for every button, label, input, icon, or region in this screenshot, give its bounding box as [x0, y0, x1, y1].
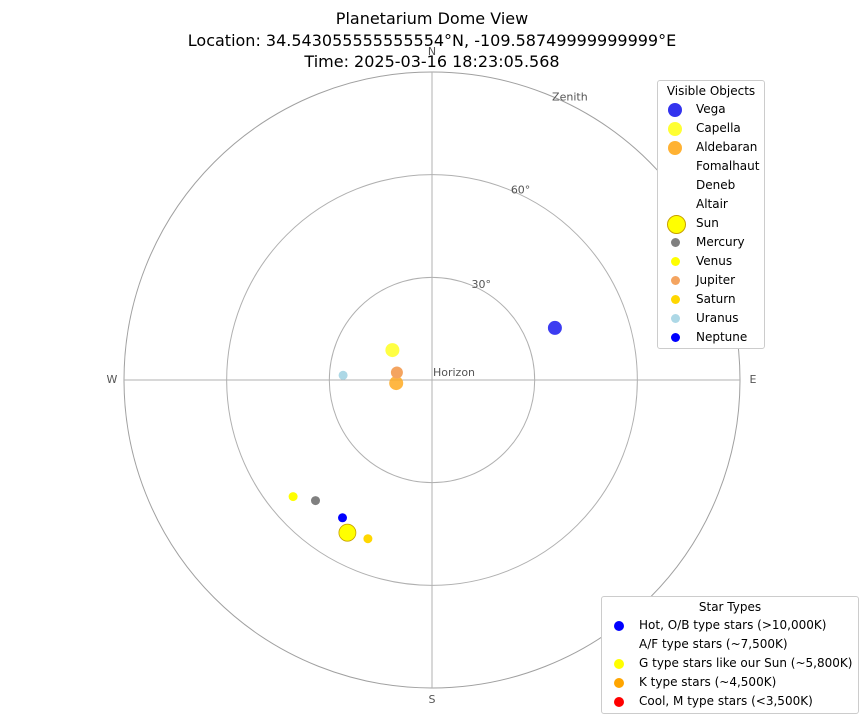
marker-sun [338, 523, 357, 542]
legend-visible-item: Deneb [658, 176, 764, 195]
legend-visible-marker [670, 257, 680, 266]
legend-visible-item: Vega [658, 100, 764, 119]
marker-venus [288, 492, 298, 502]
legend-type-item: A/F type stars (~7,500K) [602, 635, 858, 654]
marker-mercury [311, 496, 320, 506]
legend-visible-item: Saturn [658, 290, 764, 309]
legend-visible-label: Mercury [696, 235, 745, 249]
marker-aldebaran [389, 376, 404, 391]
chart-title-line-3: Time: 2025-03-16 18:23:05.568 [304, 52, 560, 71]
legend-visible-item: Aldebaran [658, 138, 764, 157]
legend-type-label: G type stars like our Sun (~5,800K) [639, 656, 853, 670]
marker-uranus [338, 370, 348, 380]
legend-type-marker [614, 620, 624, 631]
direction-east: E [750, 373, 757, 386]
legend-visible-label: Fomalhaut [696, 159, 760, 173]
legend-visible-item: Fomalhaut [658, 157, 764, 176]
marker-jupiter [390, 366, 403, 379]
chart-title-line-1: Planetarium Dome View [335, 9, 529, 28]
legend-type-item: Hot, O/B type stars (>10,000K) [602, 616, 858, 635]
legend-visible-label: Altair [696, 197, 728, 211]
legend-visible-label: Venus [696, 254, 733, 268]
legend-visible-label: Uranus [696, 311, 739, 325]
object-markers [288, 320, 562, 544]
ring-label-30: 30° [472, 278, 492, 291]
legend-visible-marker [666, 215, 686, 234]
legend-type-marker [614, 696, 624, 707]
legend-visible-marker [668, 198, 682, 212]
ring-label-60: 60° [511, 183, 531, 196]
legend-types-title: Star Types [698, 600, 762, 614]
legend-type-label: K type stars (~4,500K) [639, 675, 777, 689]
legend-visible-marker [668, 121, 682, 136]
legend-visible-marker [670, 295, 680, 304]
legend-visible-item: Jupiter [658, 271, 764, 290]
marker-vega [547, 320, 562, 335]
legend-visible-marker [668, 140, 682, 155]
legend-visible-item: Neptune [658, 328, 764, 347]
legend-visible-item: Capella [658, 119, 764, 138]
legend-visible-marker [670, 333, 680, 342]
legend-visible-item: Sun [658, 214, 764, 234]
legend-type-item: G type stars like our Sun (~5,800K) [602, 654, 858, 673]
marker-neptune [338, 513, 347, 523]
legend-type-item: K type stars (~4,500K) [602, 673, 858, 692]
legend-visible-objects: Visible Objects Vega Capella Aldebaran Foma… [657, 80, 765, 349]
legend-type-marker [614, 677, 624, 688]
legend-type-label: A/F type stars (~7,500K) [639, 637, 788, 651]
legend-visible-marker [668, 160, 682, 174]
legend-visible-marker [668, 179, 682, 193]
legend-visible-marker [668, 102, 682, 117]
legend-type-marker [614, 658, 624, 669]
direction-north: N [428, 45, 436, 58]
legend-star-types: Star Types Hot, O/B type stars (>10,000K… [601, 596, 859, 714]
legend-visible-item: Uranus [658, 309, 764, 328]
direction-south: S [429, 693, 436, 706]
marker-saturn [363, 534, 373, 544]
legend-type-label: Hot, O/B type stars (>10,000K) [639, 618, 827, 632]
direction-west: W [107, 373, 118, 386]
legend-visible-marker [670, 276, 680, 285]
legend-visible-marker [670, 238, 680, 247]
horizon-label: Horizon [433, 366, 475, 379]
marker-capella [385, 343, 400, 358]
legend-visible-item: Venus [658, 252, 764, 271]
legend-visible-title: Visible Objects [666, 84, 756, 98]
legend-visible-marker [670, 314, 680, 323]
legend-visible-label: Vega [696, 102, 726, 116]
legend-visible-label: Capella [696, 121, 741, 135]
legend-type-marker [614, 639, 624, 650]
legend-visible-label: Neptune [696, 330, 748, 344]
legend-type-label: Cool, M type stars (<3,500K) [639, 694, 813, 708]
legend-visible-label: Deneb [696, 178, 736, 192]
chart-title-line-2: Location: 34.543055555555554°N, -109.587… [187, 31, 677, 50]
legend-visible-item: Mercury [658, 233, 764, 252]
dome-grid: 30° 60° Zenith Horizon N E S W [107, 45, 757, 706]
legend-visible-label: Sun [696, 216, 719, 230]
legend-visible-label: Jupiter [696, 273, 736, 287]
zenith-label: Zenith [552, 90, 588, 103]
legend-visible-item: Altair [658, 195, 764, 214]
legend-type-item: Cool, M type stars (<3,500K) [602, 692, 858, 711]
legend-visible-label: Saturn [696, 292, 736, 306]
legend-visible-label: Aldebaran [696, 140, 758, 154]
